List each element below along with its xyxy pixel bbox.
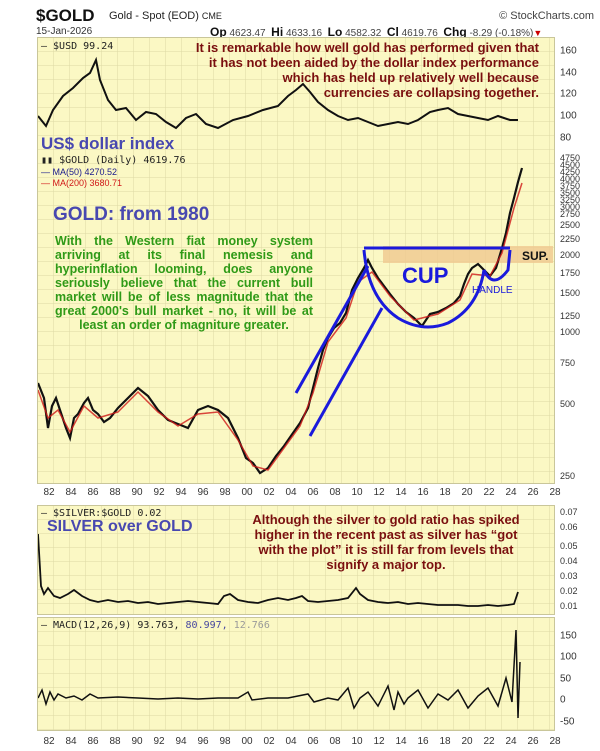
ma200-line [38,182,523,471]
cup-label: CUP [402,263,449,288]
down-arrow-icon: ▼ [533,28,543,38]
price-panel: — $USD 99.24 It is remarkable how well g… [37,37,555,484]
stockcharts-logo: © StockCharts.com [499,10,594,22]
silver-gold-ratio-line [38,533,519,607]
x-axis-top: 82 84 86 88 90 92 94 96 98 00 02 04 06 08 10 12 14 16 18 20… [43,487,561,498]
usd-legend: — $USD 99.24 [41,41,114,52]
ticker-description: Gold - Spot (EOD) CME [109,10,222,22]
silver-annotation: Although the silver to gold ratio has sp… [252,512,520,572]
ticker-symbol: $GOLD [36,6,95,25]
silver-panel-grid [38,506,554,614]
support-label: SUP. [522,249,549,263]
ma50-legend: — MA(50) 4270.52 [41,167,118,177]
usd-line [38,56,518,130]
cup-handle-pattern [294,246,512,437]
x-axis-bottom: 82 84 86 88 90 92 94 96 98 00 02 04 06 08 10 12 14 16 18 20… [43,736,561,747]
usd-annotation: It is remarkable how well gold has perfo… [195,40,539,100]
gold-title: GOLD: from 1980 [53,204,210,225]
silver-gold-panel: — $SILVER:$GOLD 0.02 SILVER over GOLD Al… [37,505,555,615]
silver-title: SILVER over GOLD [47,518,193,535]
usd-title: US$ dollar index [41,134,175,153]
chart-header: $GOLD Gold - Spot (EOD) CME 15-Jan-2026 … [36,6,594,39]
macd-panel: — MACD(12,26,9) 93.763, 80.997, 12.766 [37,617,555,731]
ma200-legend: — MA(200) 3680.71 [41,178,123,188]
chart-date: 15-Jan-2026 [36,26,93,37]
macd-panel-grid [38,618,554,730]
macd-legend: — MACD(12,26,9) 93.763, 80.997, 12.766 [41,620,270,631]
gold-price-line [38,167,524,475]
silver-legend: — $SILVER:$GOLD 0.02 [41,508,162,519]
gold-annotation: With the Western fiat money system arriv… [55,234,313,332]
handle-label: HANDLE [472,285,513,296]
gold-legend: ▮▮ $GOLD (Daily) 4619.76 [41,155,186,166]
price-panel-grid [38,38,554,483]
macd-line [38,629,521,719]
ohlc-values: Op 4623.47 Hi 4633.16 Lo 4582.32 Cl 4619… [210,25,543,39]
